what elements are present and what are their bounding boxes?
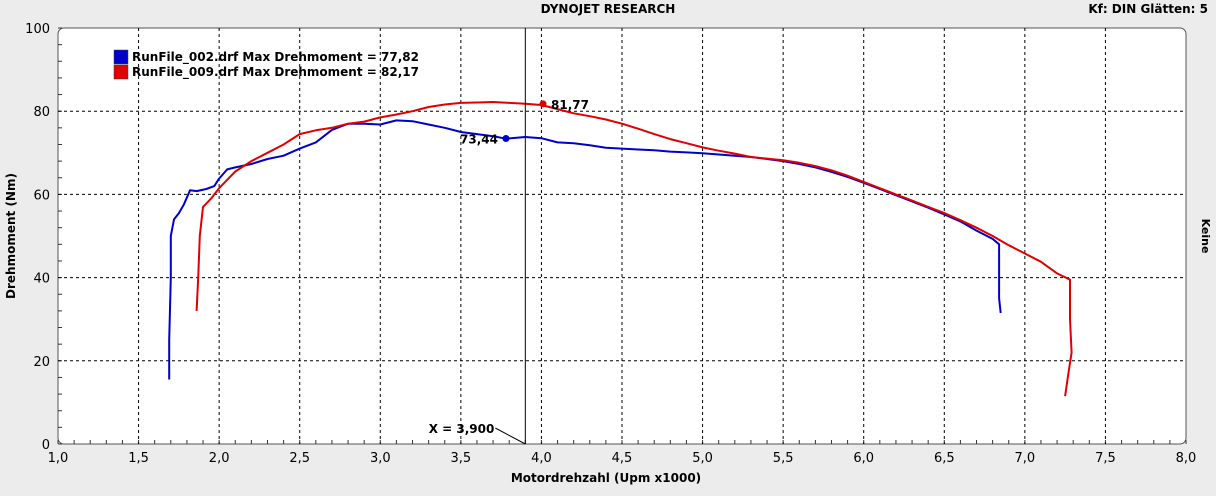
legend-swatch <box>113 64 129 80</box>
x-axis-title: Motordrehzahl (Upm x1000) <box>511 471 701 485</box>
legend-entry-2: RunFile_009.drf Max Drehmoment = 82,17 <box>113 64 419 80</box>
legend: RunFile_002.drf Max Drehmoment = 77,82Ru… <box>113 49 419 80</box>
x-tick-label: 2,5 <box>289 451 310 466</box>
x-tick-label: 4,0 <box>531 451 552 466</box>
x-tick-label: 3,0 <box>370 451 391 466</box>
x-tick-label: 4,5 <box>612 451 633 466</box>
series-line-2 <box>195 101 1073 397</box>
series-marker-2 <box>539 100 547 108</box>
legend-label: RunFile_002.drf Max Drehmoment = 77,82 <box>132 50 419 65</box>
x-tick-label: 7,0 <box>1015 451 1036 466</box>
series-layer: 73,44 81,77 X = 3,900 <box>168 28 1073 445</box>
tick-layer: 1,0 1,5 2,0 2,5 3,0 3,5 4,0 4,5 5,0 5,5 6,0 6,5 7,0 7… <box>25 22 1196 466</box>
y-tick-label: 60 <box>33 188 50 203</box>
y-tick-label: 20 <box>33 355 50 370</box>
legend-label: RunFile_009.drf Max Drehmoment = 82,17 <box>132 65 419 80</box>
legend-swatch <box>113 49 129 65</box>
x-tick-label: 6,0 <box>853 451 874 466</box>
y-tick-label: 80 <box>33 105 50 120</box>
x-tick-label: 1,5 <box>128 451 149 466</box>
x-tick-label: 5,0 <box>692 451 713 466</box>
y-tick-label: 100 <box>25 22 50 37</box>
right-axis-label: Keine <box>1199 219 1212 254</box>
chart-title: DYNOJET RESEARCH <box>540 2 676 16</box>
y-tick-label: 40 <box>33 272 50 287</box>
x-tick-label: 6,5 <box>934 451 955 466</box>
x-tick-label: 8,0 <box>1176 451 1197 466</box>
legend-entry-1: RunFile_002.drf Max Drehmoment = 77,82 <box>113 49 419 65</box>
series-marker-1 <box>502 134 510 142</box>
y-axis-title: Drehmoment (Nm) <box>4 173 18 299</box>
cursor-readout: X = 3,900 <box>429 422 495 436</box>
x-tick-label: 3,5 <box>451 451 472 466</box>
x-tick-label: 1,0 <box>48 451 69 466</box>
x-tick-label: 5,5 <box>773 451 794 466</box>
marker-value-label-2: 81,77 <box>551 98 589 112</box>
x-tick-label: 7,5 <box>1095 451 1116 466</box>
marker-value-label-1: 73,44 <box>460 132 498 146</box>
y-tick-label: 0 <box>42 438 50 453</box>
settings-info: Kf: DIN Glätten: 5 <box>1088 2 1208 16</box>
cursor-pointer <box>495 427 526 445</box>
x-tick-label: 2,0 <box>209 451 230 466</box>
grid-layer <box>57 27 1187 445</box>
